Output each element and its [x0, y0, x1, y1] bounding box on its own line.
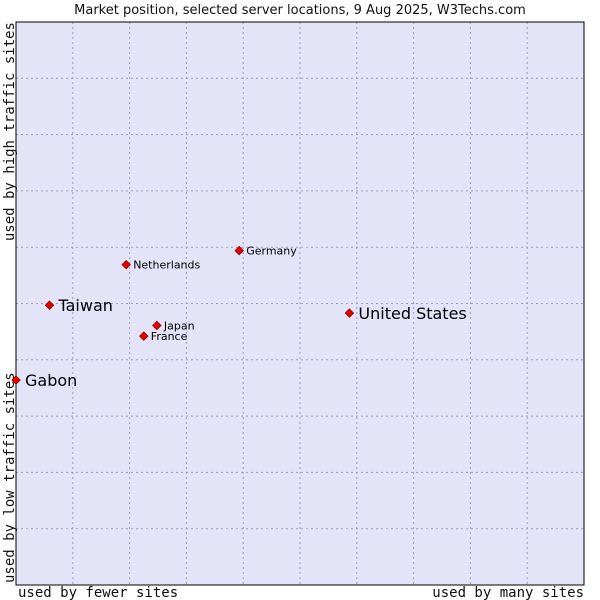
point-netherlands: Netherlands	[121, 259, 201, 272]
label-japan: Japan	[163, 319, 195, 332]
marker-taiwan	[44, 300, 55, 310]
marker-france	[139, 331, 149, 341]
point-japan: Japan	[152, 319, 195, 332]
label-france: France	[151, 330, 188, 343]
marker-gabon	[11, 375, 21, 385]
label-netherlands: Netherlands	[133, 259, 200, 272]
x-axis-label-left: used by fewer sites	[18, 585, 178, 600]
marker-netherlands	[121, 259, 131, 270]
point-taiwan: Taiwan	[44, 296, 113, 315]
label-united-states: United States	[358, 304, 466, 323]
label-taiwan: Taiwan	[58, 296, 113, 315]
marker-united-states	[344, 308, 355, 318]
chart-title: Market position, selected server locatio…	[74, 3, 526, 18]
label-germany: Germany	[246, 245, 297, 258]
point-france: France	[139, 330, 188, 343]
marker-germany	[234, 245, 244, 256]
grid-lines	[16, 22, 584, 585]
point-united-states: United States	[344, 304, 467, 323]
plot-frame	[15, 21, 585, 586]
point-germany: Germany	[234, 245, 297, 258]
label-gabon: Gabon	[25, 371, 77, 390]
marker-japan	[152, 320, 162, 331]
data-points: United States Taiwan Gabon Germany Netherlan…	[11, 245, 467, 390]
point-gabon: Gabon	[11, 371, 77, 390]
x-axis-label-right: used by many sites	[432, 585, 584, 600]
y-axis-label-bottom: used by low traffic sites	[2, 372, 18, 583]
y-axis-label-top: used by high traffic sites	[2, 22, 18, 241]
